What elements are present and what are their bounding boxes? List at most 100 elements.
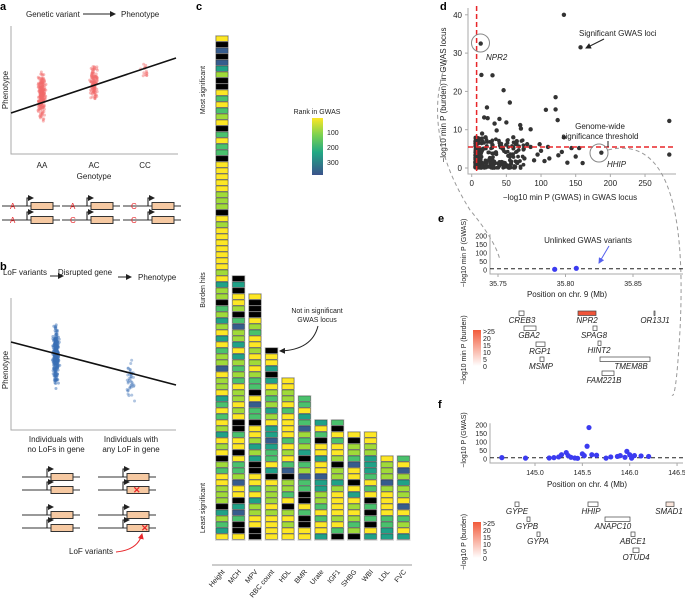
burden-hit-cell <box>380 503 394 510</box>
column-ldl <box>380 455 394 541</box>
burden-hit-cell <box>331 485 344 492</box>
data-point <box>44 88 48 92</box>
gene-box-or13j1 <box>653 310 656 316</box>
data-point <box>90 79 94 83</box>
burden-hit-cell <box>215 371 229 378</box>
trait-label: Height <box>208 569 226 589</box>
trait-label: FVC <box>394 569 408 584</box>
y-tick-label: 100 <box>475 440 487 447</box>
burden-hit-cell <box>248 437 262 444</box>
burden-hit-cell <box>232 485 245 492</box>
axes <box>489 234 683 275</box>
gene-box-gba2 <box>523 325 537 331</box>
burden-hit-cell <box>314 497 328 504</box>
data-point <box>92 89 96 93</box>
data-point <box>129 376 133 380</box>
highlight-circle-hhip <box>589 143 609 163</box>
data-point <box>89 74 93 78</box>
data-point <box>41 89 45 93</box>
y-tick-label: 10 <box>453 126 462 135</box>
burden-hit-cell <box>215 119 229 126</box>
data-point <box>40 79 44 83</box>
burden-hit-cell <box>232 449 245 456</box>
burden-hit-cell <box>265 509 278 516</box>
burden-hit-cell <box>331 527 344 534</box>
gene-label: HINT2 <box>587 346 611 355</box>
data-point <box>131 375 135 379</box>
data-point <box>132 384 136 388</box>
data-point <box>39 84 43 88</box>
data-point <box>39 93 43 97</box>
burden-hit-cell <box>347 527 361 534</box>
burden-hit-cell <box>215 275 229 282</box>
data-point <box>42 110 46 114</box>
burden-hit-cell <box>265 359 278 366</box>
data-point <box>42 105 46 109</box>
burden-hit-cell <box>248 509 262 516</box>
data-point <box>41 97 45 101</box>
allele-label: A <box>10 216 16 225</box>
trait-label: Urate <box>309 569 325 587</box>
ticks-d: 0 50 100 150 200 250 0 10 20 30 40 <box>453 11 652 188</box>
label-npr2: NPR2 <box>486 53 508 62</box>
burden-hit-cell <box>248 359 262 366</box>
burden-hit-cell <box>248 497 262 504</box>
panel-label-b: b <box>0 261 7 273</box>
data-point <box>40 106 44 110</box>
data-point <box>39 97 43 101</box>
burden-hit-cell <box>298 413 311 420</box>
data-point <box>42 80 46 84</box>
data-point <box>41 111 45 115</box>
burden-hit-cell <box>347 461 361 468</box>
data-point <box>53 369 57 373</box>
data-point <box>558 452 565 458</box>
burden-tick-label: 0 <box>483 364 487 371</box>
data-point <box>93 67 97 71</box>
data-point <box>36 75 40 79</box>
burden-hit-cell <box>265 347 278 354</box>
burden-hit-cell <box>215 305 229 312</box>
data-point <box>93 74 97 78</box>
data-point <box>55 366 59 370</box>
lof-variants-label: LoF variants <box>69 547 113 556</box>
data-point <box>91 81 95 85</box>
burden-hit-cell <box>397 515 410 522</box>
data-point <box>39 87 43 91</box>
burden-hit-cell <box>298 395 311 402</box>
burden-hit-cell <box>364 431 377 438</box>
data-point <box>41 96 45 100</box>
data-point <box>40 113 44 117</box>
data-point <box>36 108 40 112</box>
gene-box-creb3 <box>518 310 525 316</box>
data-point <box>43 86 47 90</box>
burden-hit-cell <box>248 419 262 426</box>
data-point <box>41 87 45 91</box>
data-point <box>142 71 146 75</box>
flow-phenotype-b: Phenotype <box>138 273 177 282</box>
data-point <box>484 165 489 170</box>
panel-label-e: e <box>438 213 444 225</box>
gene-box <box>126 473 150 481</box>
y-tick-label: 0 <box>458 164 463 173</box>
burden-hit-cell <box>248 413 262 420</box>
burden-hit-cell <box>232 461 245 468</box>
data-point <box>90 67 94 71</box>
burden-hit-cell <box>248 353 262 360</box>
gene-box-rgp1 <box>535 341 546 347</box>
burden-hit-cell <box>331 521 344 528</box>
data-point <box>55 329 59 333</box>
gene-box-gype <box>514 501 520 507</box>
data-point <box>553 107 558 112</box>
data-point <box>494 128 499 133</box>
panel-label-d: d <box>440 1 447 13</box>
data-point <box>41 84 45 88</box>
burden-hit-cell <box>314 491 328 498</box>
burden-hit-cell <box>215 71 229 78</box>
burden-hit-cell <box>265 377 278 384</box>
data-point <box>39 85 43 89</box>
data-point <box>483 158 488 163</box>
burden-hit-cell <box>248 341 262 348</box>
data-point <box>95 76 99 80</box>
promoter-arrow-icon <box>122 466 130 477</box>
